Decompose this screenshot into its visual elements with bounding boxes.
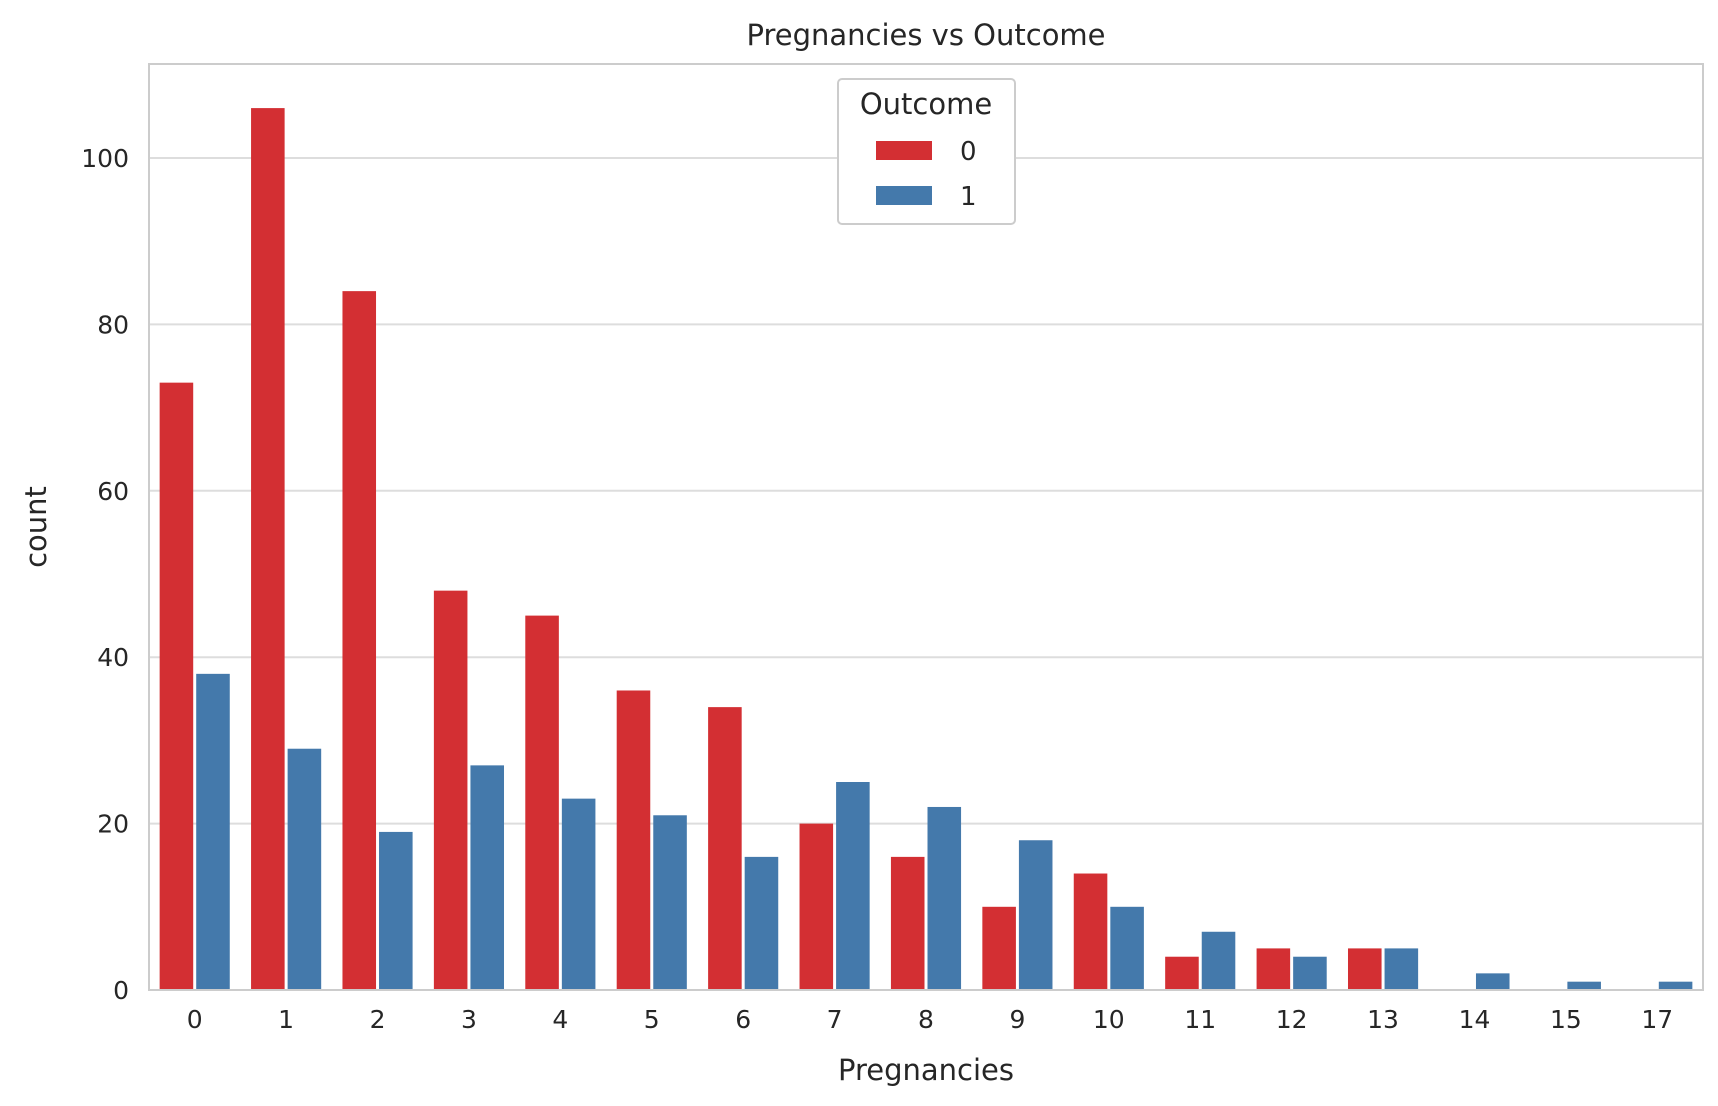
x-tick-label: 15 — [1550, 1005, 1582, 1034]
y-tick-labels: 0 20 40 60 80 100 — [81, 144, 129, 1005]
legend: Outcome 0 1 — [837, 78, 1016, 225]
bar-outcome-1-pregnancies-1 — [287, 748, 322, 990]
bar-outcome-0-pregnancies-3 — [433, 590, 468, 990]
bar-outcome-1-pregnancies-15 — [1567, 981, 1601, 990]
x-tick-label: 12 — [1276, 1005, 1308, 1034]
bar-outcome-0-pregnancies-10 — [1073, 873, 1108, 990]
bar-outcome-0-pregnancies-2 — [342, 291, 377, 990]
bar-outcome-0-pregnancies-4 — [525, 615, 559, 990]
x-tick-label: 9 — [1009, 1005, 1025, 1034]
x-tick-label: 11 — [1184, 1005, 1216, 1034]
bar-outcome-0-pregnancies-12 — [1256, 948, 1291, 990]
bar-outcome-1-pregnancies-13 — [1384, 948, 1419, 990]
bar-outcome-0-pregnancies-6 — [708, 707, 742, 990]
bar-outcome-1-pregnancies-17 — [1658, 981, 1693, 990]
bar-outcome-0-pregnancies-8 — [890, 856, 925, 990]
x-tick-label: 0 — [187, 1005, 203, 1034]
bar-outcome-1-pregnancies-12 — [1293, 956, 1327, 990]
x-axis-label: Pregnancies — [838, 1053, 1014, 1087]
x-tick-label: 1 — [278, 1005, 294, 1034]
x-tick-label: 3 — [461, 1005, 477, 1034]
bar-outcome-1-pregnancies-4 — [561, 798, 596, 990]
x-tick-label: 17 — [1641, 1005, 1673, 1034]
legend-label-outcome-1: 1 — [960, 182, 977, 212]
bar-outcome-0-pregnancies-7 — [799, 823, 834, 990]
bar-outcome-1-pregnancies-11 — [1201, 931, 1236, 990]
x-tick-label: 6 — [735, 1005, 751, 1034]
bar-outcome-1-pregnancies-8 — [927, 806, 962, 990]
bar-outcome-1-pregnancies-5 — [653, 815, 687, 990]
x-tick-label: 8 — [918, 1005, 934, 1034]
x-tick-labels: 0 1 2 3 4 5 6 7 8 9 10 11 12 13 14 15 17 — [187, 1005, 1673, 1034]
bar-outcome-0-pregnancies-9 — [982, 906, 1016, 990]
y-tick-label: 20 — [97, 810, 129, 839]
bar-outcome-1-pregnancies-14 — [1475, 973, 1510, 990]
y-tick-label: 100 — [81, 144, 129, 173]
x-tick-label: 2 — [370, 1005, 386, 1034]
x-tick-label: 14 — [1459, 1005, 1491, 1034]
bar-outcome-1-pregnancies-0 — [196, 673, 230, 990]
bar-outcome-1-pregnancies-3 — [470, 765, 505, 990]
bar-outcome-0-pregnancies-0 — [159, 382, 194, 990]
x-tick-label: 7 — [827, 1005, 843, 1034]
x-tick-label: 5 — [644, 1005, 660, 1034]
bar-outcome-0-pregnancies-5 — [616, 690, 651, 990]
x-tick-label: 13 — [1367, 1005, 1399, 1034]
bars — [159, 108, 1693, 991]
y-tick-label: 40 — [97, 643, 129, 672]
legend-swatch-outcome-1 — [876, 186, 932, 205]
bar-outcome-0-pregnancies-11 — [1165, 956, 1199, 990]
bar-outcome-0-pregnancies-13 — [1347, 948, 1382, 990]
x-tick-label: 10 — [1093, 1005, 1125, 1034]
y-tick-label: 60 — [97, 477, 129, 506]
legend-label-outcome-0: 0 — [960, 137, 977, 167]
bar-outcome-1-pregnancies-6 — [744, 856, 779, 990]
legend-swatch-outcome-0 — [876, 141, 932, 160]
x-tick-label: 4 — [552, 1005, 568, 1034]
bar-outcome-1-pregnancies-2 — [379, 831, 413, 990]
y-tick-label: 80 — [97, 310, 129, 339]
plot-frame — [148, 63, 1704, 991]
y-axis-label: count — [19, 486, 53, 568]
bar-outcome-1-pregnancies-10 — [1110, 906, 1144, 990]
legend-title: Outcome — [860, 87, 992, 121]
y-tick-label: 0 — [113, 976, 129, 1005]
bar-outcome-0-pregnancies-1 — [251, 108, 285, 991]
bar-outcome-1-pregnancies-7 — [836, 782, 870, 990]
chart-title: Pregnancies vs Outcome — [746, 18, 1105, 52]
bar-outcome-1-pregnancies-9 — [1018, 840, 1053, 990]
